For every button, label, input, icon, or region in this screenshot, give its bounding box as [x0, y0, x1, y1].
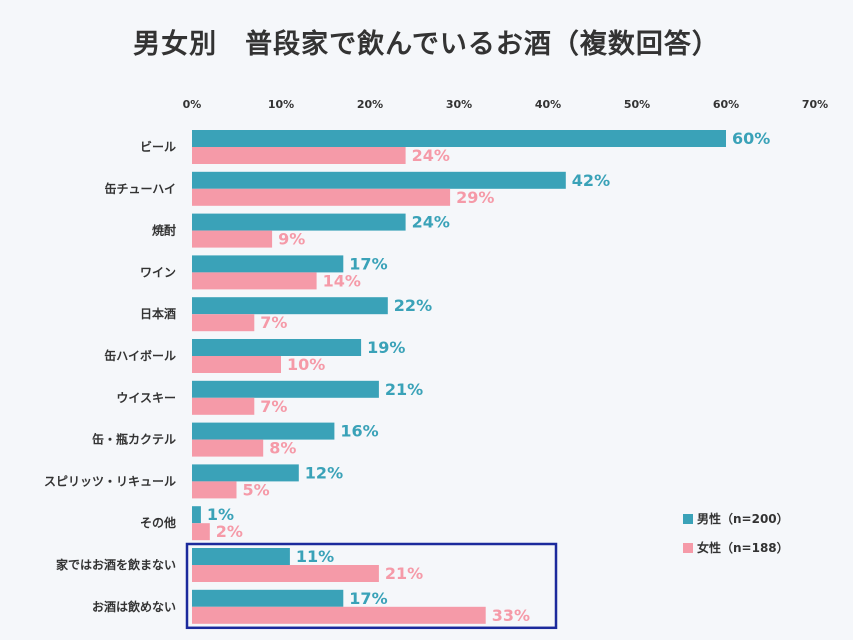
bar-male: [192, 130, 726, 147]
category-label: 日本酒: [140, 306, 176, 321]
legend-label: 男性（n=200）: [697, 511, 789, 526]
data-label: 16%: [340, 422, 378, 441]
bar-female: [192, 314, 255, 332]
bar-female: [192, 397, 255, 415]
data-label: 10%: [287, 355, 325, 374]
bar-female: [192, 356, 281, 373]
data-label: 29%: [456, 188, 494, 207]
category-label: ワイン: [140, 265, 176, 279]
category-label: ウイスキー: [116, 391, 176, 405]
data-label: 9%: [278, 230, 305, 249]
data-label: 42%: [572, 171, 610, 190]
data-label: 19%: [367, 338, 405, 357]
data-label: 60%: [732, 129, 770, 148]
data-label: 11%: [296, 547, 334, 566]
data-label: 33%: [492, 606, 530, 625]
data-label: 22%: [394, 296, 432, 315]
bar-female: [192, 523, 210, 541]
category-label: 家ではお酒を飲まない: [56, 557, 176, 572]
bar-female: [192, 606, 486, 624]
bar-male: [192, 213, 406, 231]
category-label: お酒は飲めない: [92, 599, 176, 614]
legend-swatch-male: [683, 514, 693, 524]
data-label: 5%: [243, 480, 270, 499]
bar-male: [192, 464, 299, 482]
bar-male: [192, 506, 201, 524]
bar-female: [192, 230, 273, 248]
bar-female: [192, 481, 237, 499]
bar-female: [192, 188, 451, 206]
data-label: 24%: [412, 146, 450, 165]
x-tick-label: 60%: [713, 98, 739, 111]
bar-male: [192, 255, 344, 273]
bar-male: [192, 548, 290, 565]
bar-female: [192, 147, 406, 164]
x-tick-label: 10%: [268, 98, 294, 111]
bar-female: [192, 439, 264, 457]
category-label: 缶チューハイ: [104, 181, 176, 196]
data-label: 1%: [207, 505, 234, 524]
data-label: 21%: [385, 380, 423, 399]
x-tick-label: 40%: [535, 98, 561, 111]
data-label: 21%: [385, 564, 423, 583]
data-label: 17%: [349, 254, 387, 273]
bar-male: [192, 297, 388, 315]
x-tick-label: 50%: [624, 98, 650, 111]
category-label: その他: [140, 515, 176, 530]
data-label: 2%: [216, 522, 243, 541]
bar-male: [192, 171, 566, 189]
data-label: 17%: [349, 589, 387, 608]
x-tick-label: 0%: [183, 98, 202, 111]
data-label: 8%: [269, 439, 296, 458]
bar-male: [192, 589, 344, 607]
x-tick-label: 30%: [446, 98, 472, 111]
bar-female: [192, 272, 317, 290]
bar-male: [192, 380, 379, 398]
category-label: 缶・瓶カクテル: [92, 432, 176, 447]
data-label: 24%: [412, 213, 450, 232]
x-tick-label: 70%: [802, 98, 828, 111]
highlight-box: [185, 542, 558, 630]
x-tick-label: 20%: [357, 98, 383, 111]
bar-female: [192, 565, 379, 582]
bar-male: [192, 422, 335, 440]
legend-swatch-female: [683, 543, 693, 553]
data-label: 7%: [260, 397, 287, 416]
bar-male: [192, 339, 362, 356]
legend-label: 女性（n=188）: [697, 540, 789, 555]
data-label: 12%: [305, 463, 343, 482]
category-label: 缶ハイボール: [104, 348, 176, 363]
data-label: 7%: [260, 313, 287, 332]
category-label: スピリッツ・リキュール: [44, 474, 176, 488]
data-label: 14%: [323, 271, 361, 290]
category-label: ビール: [140, 139, 176, 154]
chart-title: 男女別 普段家で飲んでいるお酒（複数回答）: [133, 29, 720, 60]
category-label: 焼酎: [152, 223, 176, 238]
